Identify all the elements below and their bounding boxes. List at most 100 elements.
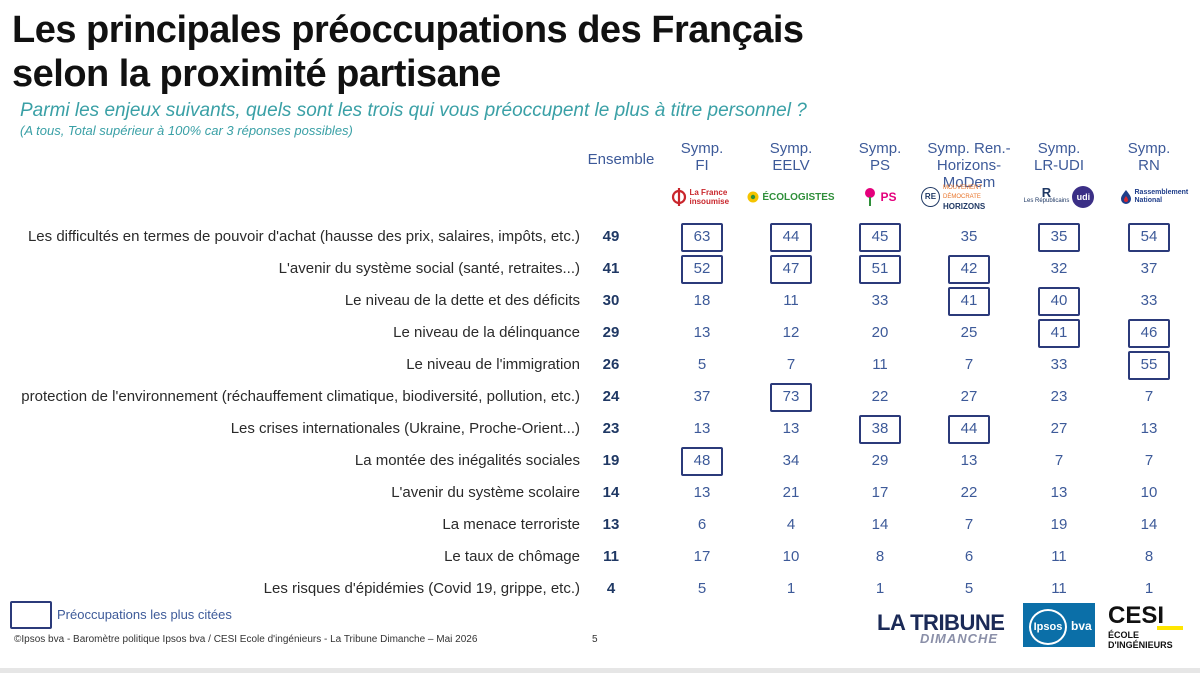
column-header-rn: Symp. RN: [1094, 140, 1200, 174]
value-cell-ps: 11: [872, 356, 888, 373]
value-cell-ps: 20: [871, 324, 889, 341]
ps-logo-text: PS: [880, 190, 897, 204]
logo-fi: La France insoumise: [654, 185, 750, 209]
column-header-ps: Symp. PS: [825, 140, 935, 174]
highlight-box: [770, 383, 812, 412]
value-cell-fi: 52: [693, 260, 711, 277]
renaissance-badge: RE: [921, 187, 940, 207]
value-cell-rn: 46: [1140, 324, 1158, 341]
page-title: Les principales préoccupations des Franç…: [12, 8, 912, 96]
highlight-box: [681, 255, 723, 284]
lr-logo-text: Les Républicains: [1023, 198, 1070, 204]
highlight-box: [859, 415, 901, 444]
source-footer: ©Ipsos bva - Baromètre politique Ipsos b…: [14, 634, 478, 645]
la-tribune-logo: LA TRIBUNE: [877, 610, 1005, 635]
column-header-eelv: Symp. EELV: [736, 140, 846, 174]
highlight-box: [948, 255, 990, 284]
column-header-line: RN: [1138, 157, 1160, 174]
value-cell-ps: 22: [871, 388, 889, 405]
highlight-box: [681, 223, 723, 252]
horizons-logo-text: HORIZONS: [942, 201, 986, 211]
value-cell-eelv: 12: [782, 324, 800, 341]
la-tribune-dimanche-text: DIMANCHE: [920, 631, 999, 646]
value-cell-ensemble: 4: [606, 580, 616, 597]
value-cell-ps: 14: [871, 516, 889, 533]
value-cell-eelv: 11: [783, 292, 799, 309]
row-label: Les crises internationales (Ukraine, Pro…: [230, 420, 580, 437]
value-cell-ren: 5: [964, 580, 974, 597]
value-cell-eelv: 1: [786, 580, 796, 597]
value-cell-ps: 29: [871, 452, 889, 469]
ipsos-bva-logo: Ipsos bva: [1023, 603, 1095, 647]
column-header-line: PS: [869, 157, 890, 174]
row-label: Le niveau de la délinquance: [393, 324, 580, 341]
value-cell-ren: 44: [960, 420, 978, 437]
column-header-line: Symp.: [769, 140, 813, 157]
value-cell-ren: 7: [964, 356, 974, 373]
value-cell-rn: 8: [1144, 548, 1154, 565]
value-cell-ensemble: 13: [602, 516, 620, 533]
column-header-line: Symp.: [1037, 140, 1081, 157]
value-cell-eelv: 10: [782, 548, 800, 565]
value-cell-rn: 54: [1140, 228, 1158, 245]
highlight-box: [1038, 223, 1080, 252]
column-header-fi: Symp. FI: [647, 140, 757, 174]
value-cell-rn: 1: [1144, 580, 1154, 597]
logo-ren-horizons-modem: RE MOUVEMENT DÉMOCRATE HORIZONS: [921, 184, 1017, 211]
value-cell-fi: 13: [693, 420, 711, 437]
ipsos-logo-text: Ipsos: [1029, 609, 1067, 645]
value-cell-ren: 25: [960, 324, 978, 341]
value-cell-fi: 13: [693, 324, 711, 341]
value-cell-fi: 37: [693, 388, 711, 405]
value-cell-lrudi: 41: [1050, 324, 1068, 341]
value-cell-lrudi: 40: [1050, 292, 1068, 309]
fi-phi-icon: [671, 188, 686, 206]
value-cell-ps: 33: [871, 292, 889, 309]
value-cell-eelv: 44: [782, 228, 800, 245]
highlight-box: [1128, 351, 1170, 380]
value-cell-fi: 13: [693, 484, 711, 501]
row-label: protection de l'environnement (réchauffe…: [21, 388, 580, 405]
highlight-box: [1038, 287, 1080, 316]
modem-logo-text: MOUVEMENT DÉMOCRATE: [942, 184, 982, 200]
highlight-box: [681, 447, 723, 476]
value-cell-ensemble: 30: [602, 292, 620, 309]
value-cell-fi: 6: [697, 516, 707, 533]
value-cell-ren: 35: [960, 228, 978, 245]
value-cell-fi: 17: [693, 548, 711, 565]
eelv-logo-text: ÉCOLOGISTES: [762, 191, 835, 203]
value-cell-rn: 14: [1140, 516, 1158, 533]
cesi-subtitle: ÉCOLE D'INGÉNIEURS: [1108, 630, 1173, 650]
column-header-line: Ensemble: [587, 151, 655, 168]
row-label: L'avenir du système scolaire: [391, 484, 580, 501]
value-cell-ensemble: 24: [602, 388, 620, 405]
row-label: Le taux de chômage: [444, 548, 580, 565]
value-cell-lrudi: 19: [1050, 516, 1068, 533]
column-header-line: LR-UDI: [1033, 157, 1084, 174]
udi-badge: udi: [1072, 186, 1095, 208]
column-header-line: Symp. Ren.-: [927, 140, 1011, 157]
highlight-box: [859, 223, 901, 252]
cesi-accent-bar: [1157, 626, 1183, 630]
row-label: L'avenir du système social (santé, retra…: [278, 260, 580, 277]
value-cell-lrudi: 27: [1050, 420, 1068, 437]
row-label: La menace terroriste: [442, 516, 580, 533]
bottom-divider: [0, 668, 1200, 673]
value-cell-ensemble: 19: [602, 452, 620, 469]
value-cell-ensemble: 49: [602, 228, 620, 245]
highlight-box: [1128, 319, 1170, 348]
value-cell-fi: 5: [697, 580, 707, 597]
highlight-box: [948, 287, 990, 316]
value-cell-ps: 38: [871, 420, 889, 437]
logo-eelv: ÉCOLOGISTES: [743, 185, 839, 209]
cesi-logo: CESI: [1108, 602, 1165, 629]
value-cell-lrudi: 32: [1050, 260, 1068, 277]
logo-ps: PS: [832, 185, 928, 209]
column-header-line: FI: [695, 157, 709, 174]
value-cell-eelv: 73: [782, 388, 800, 405]
value-cell-rn: 13: [1140, 420, 1158, 437]
value-cell-ren: 41: [960, 292, 978, 309]
value-cell-rn: 55: [1140, 356, 1158, 373]
column-header-line: Horizons-: [936, 157, 1002, 174]
value-cell-rn: 7: [1144, 388, 1154, 405]
